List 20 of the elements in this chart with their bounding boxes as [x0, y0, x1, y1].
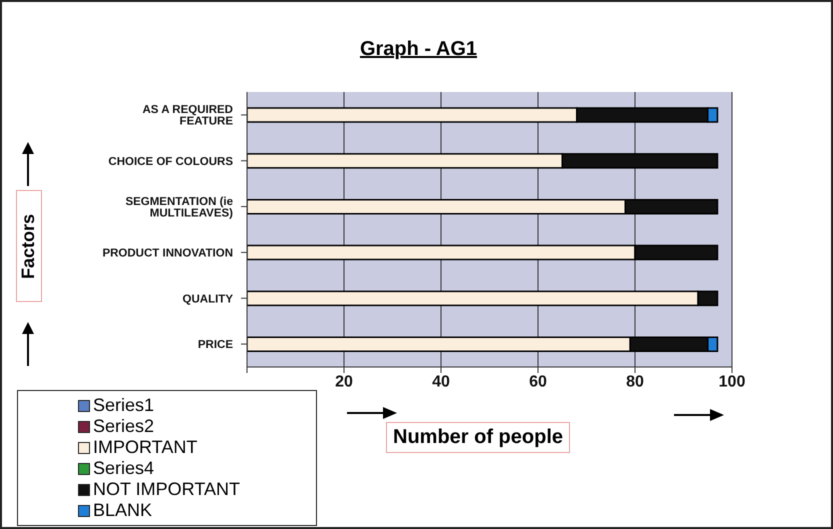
- chart-title: Graph - AG1: [358, 38, 478, 61]
- y-tick-label: QUALITY: [182, 293, 234, 306]
- legend-label: BLANK: [92, 500, 154, 521]
- y-tick-label: SEGMENTATION (ie MULTILEAVES): [125, 196, 234, 220]
- legend-label: NOT IMPORTANT: [92, 479, 242, 500]
- y-tick-label: PRODUCT INNOVATION: [102, 248, 233, 260]
- y-tick-label: AS A REQUIRED FEATURE: [142, 104, 234, 128]
- x-tick-label: 20: [335, 373, 353, 390]
- x-tick-label: 100: [718, 373, 746, 390]
- y-tick-label: PRICE: [198, 339, 234, 352]
- legend-label: Series2: [92, 416, 156, 437]
- legend-label: IMPORTANT: [92, 437, 198, 458]
- y-tick-label: CHOICE OF COLOURS: [108, 156, 234, 168]
- legend-label: Series4: [92, 458, 156, 479]
- x-tick-label: 40: [432, 373, 450, 390]
- x-axis-title: Number of people: [386, 422, 570, 453]
- legend-label: Series1: [92, 395, 156, 416]
- x-tick-label: 80: [626, 373, 644, 390]
- y-axis-title: Factors: [18, 213, 40, 279]
- x-tick-label: 60: [529, 373, 547, 390]
